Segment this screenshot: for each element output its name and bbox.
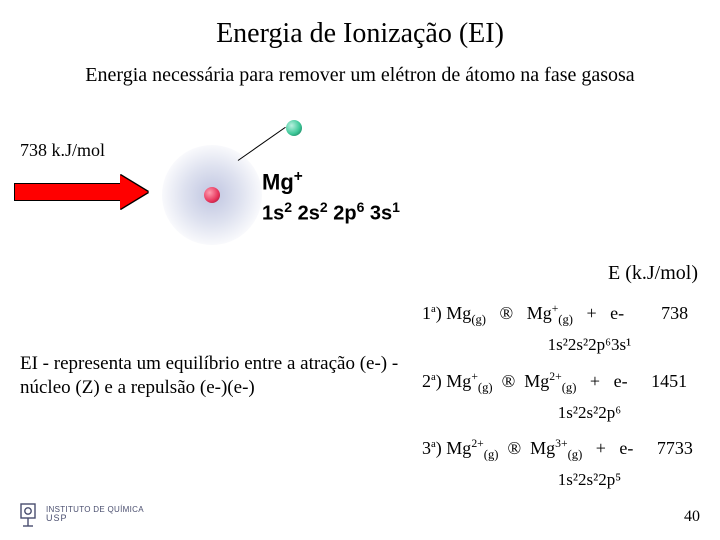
energy-unit-header: E (k.J/mol)	[608, 262, 698, 285]
equation-config: 1s²2s²2p⁶	[486, 402, 693, 423]
reaction-arrow-icon: ®	[507, 438, 521, 458]
reaction-arrow-icon: ®	[502, 371, 516, 391]
subtitle: Energia necessária para remover um elétr…	[0, 64, 720, 87]
ionization-equations: 1a) Mg(g) ® Mg+(g) + e- 738 1s²2s²2p⁶3s¹…	[422, 302, 693, 505]
ion-charge: +	[294, 168, 303, 185]
logo-icon	[18, 502, 40, 528]
arrow-shaft	[14, 183, 122, 201]
ion-symbol: Mg+	[262, 168, 400, 195]
nucleus-icon	[204, 187, 220, 203]
reaction-arrow-icon: ®	[500, 303, 514, 323]
equation-row: 3a) Mg2+(g) ® Mg3+(g) + e- 7733	[422, 437, 693, 463]
logo-text: INSTITUTO DE QUÍMICA USP	[46, 506, 144, 524]
arrow-head-icon	[120, 175, 148, 209]
energy-value-label: 738 k.J/mol	[20, 140, 105, 161]
equation-config: 1s²2s²2p⁶3s¹	[486, 334, 693, 355]
equation-row: 2a) Mg+(g) ® Mg2+(g) + e- 1451	[422, 370, 693, 396]
page-number: 40	[684, 508, 700, 526]
page-title: Energia de Ionização (EI)	[0, 0, 720, 50]
note-text: EI - representa um equilíbrio entre a at…	[20, 352, 400, 400]
atom-diagram	[162, 145, 262, 245]
equation-row: 1a) Mg(g) ® Mg+(g) + e- 738	[422, 302, 693, 328]
equation-config: 1s²2s²2p⁵	[486, 469, 693, 490]
energy-value: 1451	[641, 370, 687, 393]
energy-value: 7733	[647, 437, 693, 460]
ion-config-block: Mg+ 1s2 2s2 2p6 3s1	[262, 168, 400, 226]
electron-config: 1s2 2s2 2p6 3s1	[262, 199, 400, 226]
ion-element: Mg	[262, 169, 294, 194]
institute-logo: INSTITUTO DE QUÍMICA USP	[18, 502, 144, 528]
energy-arrow	[14, 175, 148, 209]
energy-value: 738	[642, 302, 688, 325]
ejected-electron-icon	[286, 120, 302, 136]
